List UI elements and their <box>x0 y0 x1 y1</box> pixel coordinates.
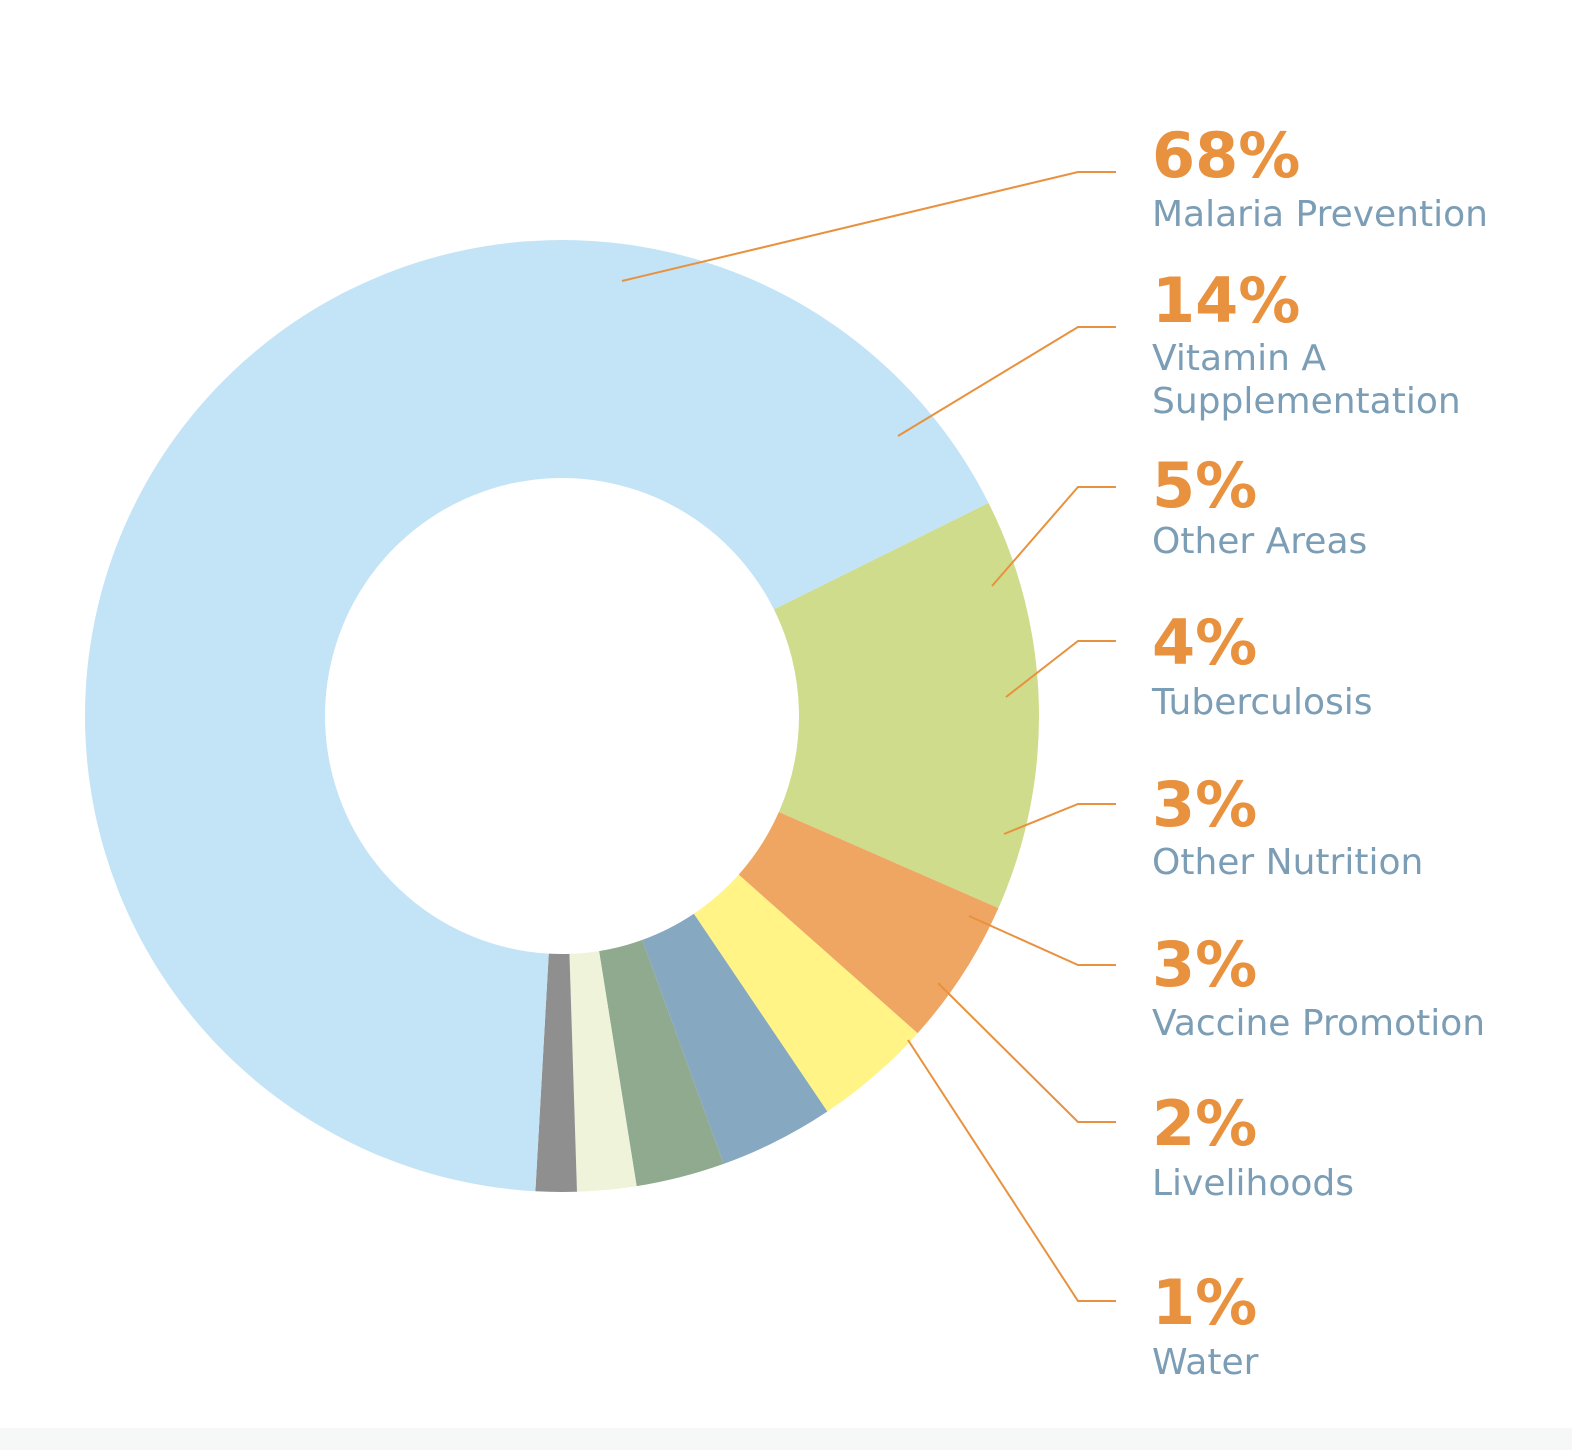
leader-line-other-areas <box>991 486 1116 587</box>
category-label-vitamin-a-supplementation-line-2: Supplementation <box>1152 381 1461 422</box>
category-label-other-areas: Other Areas <box>1152 521 1367 562</box>
category-label-vitamin-a-supplementation-line-1: Vitamin A <box>1152 338 1326 379</box>
slice-tuberculosis <box>693 874 918 1112</box>
slice-water <box>535 953 577 1193</box>
leader-line-vitamin-a-supplementation <box>897 326 1116 437</box>
slice-other-nutrition <box>642 913 828 1164</box>
category-label-water: Water <box>1152 1342 1259 1383</box>
leader-line-livelihoods <box>937 982 1116 1123</box>
bottom-strip <box>0 1428 1572 1450</box>
value-label-vitamin-a-supplementation: 14% <box>1152 264 1300 337</box>
leader-line-tuberculosis <box>1005 640 1116 698</box>
category-label-other-nutrition: Other Nutrition <box>1152 842 1423 883</box>
donut-slices <box>85 240 1039 1193</box>
value-label-livelihoods: 2% <box>1152 1087 1257 1160</box>
category-label-vaccine-promotion: Vaccine Promotion <box>1152 1003 1485 1044</box>
category-label-tuberculosis: Tuberculosis <box>1151 682 1373 723</box>
leader-line-water <box>907 1039 1116 1302</box>
value-label-tuberculosis: 4% <box>1152 606 1257 679</box>
leader-line-malaria-prevention <box>621 171 1116 282</box>
slice-livelihoods <box>569 951 637 1192</box>
leader-lines <box>621 171 1116 1302</box>
slice-malaria-prevention <box>85 240 989 1192</box>
slice-vitamin-a-supplementation <box>773 502 1039 909</box>
leader-line-vaccine-promotion <box>968 915 1116 966</box>
slice-other-areas <box>738 812 999 1034</box>
value-label-other-areas: 5% <box>1152 449 1257 522</box>
value-label-water: 1% <box>1152 1266 1257 1339</box>
slice-vaccine-promotion <box>599 939 724 1187</box>
value-label-malaria-prevention: 68% <box>1152 119 1300 192</box>
slice-labels: 68%Malaria Prevention 14%Vitamin ASupplem… <box>1151 119 1488 1383</box>
value-label-other-nutrition: 3% <box>1152 768 1257 841</box>
category-label-malaria-prevention: Malaria Prevention <box>1152 194 1488 235</box>
leader-line-other-nutrition <box>1003 803 1116 835</box>
category-label-livelihoods: Livelihoods <box>1152 1163 1354 1204</box>
value-label-vaccine-promotion: 3% <box>1152 928 1257 1001</box>
